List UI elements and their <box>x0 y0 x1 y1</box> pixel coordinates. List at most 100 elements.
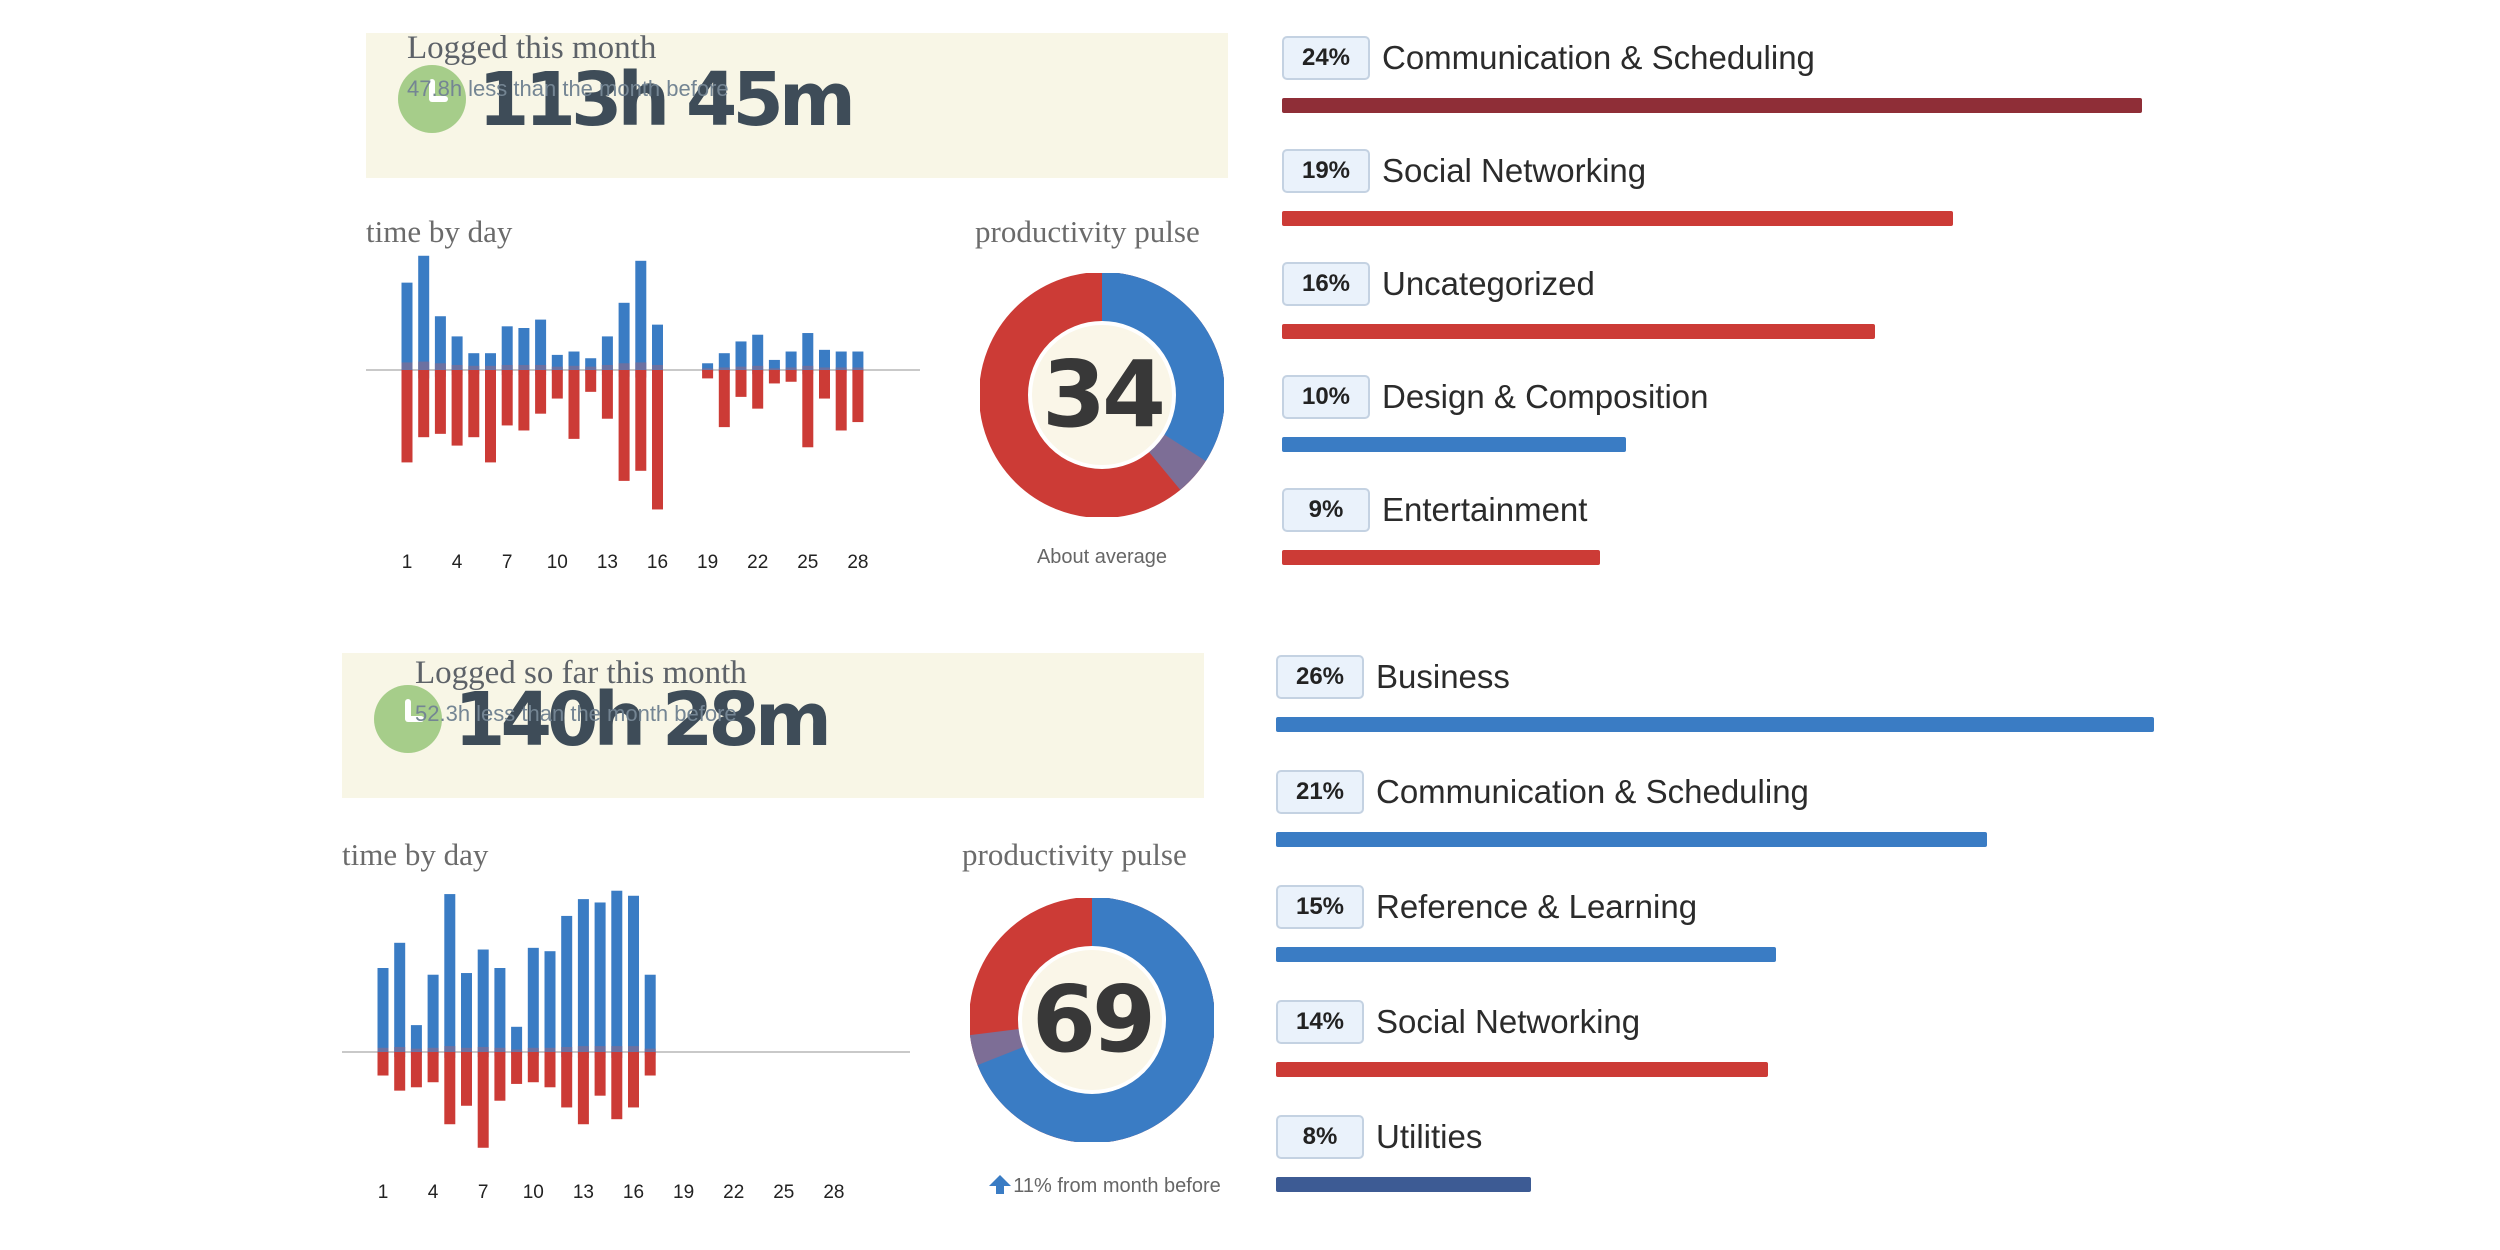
productive-bar[interactable] <box>461 973 472 1052</box>
distracting-bar[interactable] <box>594 1052 606 1096</box>
productive-bar[interactable] <box>735 341 747 370</box>
distracting-bar[interactable] <box>785 370 797 382</box>
productive-bar[interactable] <box>527 947 539 1052</box>
productive-bar[interactable] <box>427 974 439 1052</box>
productivity-pulse-donut[interactable]: 69 <box>970 898 1214 1142</box>
distracting-bar[interactable] <box>418 370 430 438</box>
category-row[interactable]: 19% Social Networking <box>1282 149 2182 249</box>
category-row[interactable]: 15% Reference & Learning <box>1276 885 2176 985</box>
productive-bar[interactable] <box>494 968 506 1052</box>
distracting-bar[interactable] <box>518 370 530 431</box>
distracting-bar[interactable] <box>601 370 613 419</box>
distracting-bar[interactable] <box>702 370 714 379</box>
productive-bar[interactable] <box>434 316 446 370</box>
productive-bar[interactable] <box>611 890 623 1052</box>
productive-bar[interactable] <box>618 302 630 370</box>
distracting-bar[interactable] <box>444 1052 456 1125</box>
productive-bar[interactable] <box>802 333 814 370</box>
category-row[interactable]: 14% Social Networking <box>1276 1000 2176 1100</box>
productivity-pulse-donut[interactable]: 34 <box>980 273 1224 517</box>
distracting-bar[interactable] <box>718 370 730 428</box>
distracting-bar[interactable] <box>628 1052 639 1108</box>
productive-bar[interactable] <box>401 282 413 370</box>
productive-bar[interactable] <box>785 351 797 370</box>
category-row[interactable]: 24% Communication & Scheduling <box>1282 36 2182 136</box>
productive-bar[interactable] <box>394 942 406 1052</box>
productive-bar[interactable] <box>561 915 573 1052</box>
productive-bar[interactable] <box>819 349 830 370</box>
productive-bar[interactable] <box>718 353 730 370</box>
distracting-bar[interactable] <box>611 1052 623 1120</box>
distracting-bar[interactable] <box>802 370 814 448</box>
productive-bar[interactable] <box>511 1026 523 1052</box>
productive-bar[interactable] <box>451 336 463 370</box>
distracting-bar[interactable] <box>835 370 847 431</box>
distracting-bar[interactable] <box>585 370 597 392</box>
distracting-bar[interactable] <box>535 370 547 414</box>
productive-bar[interactable] <box>535 319 547 370</box>
distracting-bar[interactable] <box>852 370 864 423</box>
category-row[interactable]: 8% Utilities <box>1276 1115 2176 1215</box>
distracting-bar[interactable] <box>410 1052 422 1088</box>
distracting-bar[interactable] <box>485 370 496 463</box>
category-row[interactable]: 9% Entertainment <box>1282 488 2182 588</box>
distracting-bar[interactable] <box>461 1052 472 1106</box>
category-row[interactable]: 10% Design & Composition <box>1282 375 2182 475</box>
productive-bar[interactable] <box>477 949 489 1052</box>
productive-bar[interactable] <box>551 354 563 370</box>
productive-bar[interactable] <box>377 968 389 1052</box>
distracting-bar[interactable] <box>652 370 663 510</box>
distracting-bar[interactable] <box>635 370 647 471</box>
distracting-bar[interactable] <box>551 370 563 399</box>
productive-bar[interactable] <box>418 255 430 370</box>
productive-bar[interactable] <box>594 902 606 1052</box>
productive-bar[interactable] <box>577 899 589 1052</box>
distracting-bar[interactable] <box>544 1052 556 1088</box>
distracting-bar[interactable] <box>451 370 463 446</box>
time-by-day-chart[interactable]: 1 4 7 10 13 16 19 22 25 28 <box>0 0 2500 625</box>
productive-bar[interactable] <box>852 351 864 370</box>
productive-bar[interactable] <box>568 351 580 370</box>
productive-bar[interactable] <box>644 974 656 1052</box>
distracting-bar[interactable] <box>394 1052 406 1091</box>
category-row[interactable]: 26% Business <box>1276 655 2176 755</box>
distracting-bar[interactable] <box>768 370 780 384</box>
distracting-bar[interactable] <box>511 1052 523 1084</box>
productive-bar[interactable] <box>544 951 556 1052</box>
distracting-bar[interactable] <box>434 370 446 434</box>
distracting-bar[interactable] <box>427 1052 439 1083</box>
distracting-bar[interactable] <box>377 1052 389 1076</box>
productive-bar[interactable] <box>702 363 714 370</box>
productive-bar[interactable] <box>410 1025 422 1052</box>
productive-bar[interactable] <box>628 895 639 1052</box>
productive-bar[interactable] <box>652 324 663 370</box>
productive-bar[interactable] <box>835 351 847 370</box>
productive-bar[interactable] <box>768 359 780 370</box>
productive-bar[interactable] <box>601 336 613 370</box>
distracting-bar[interactable] <box>618 370 630 481</box>
distracting-bar[interactable] <box>501 370 513 426</box>
distracting-bar[interactable] <box>735 370 747 397</box>
distracting-bar[interactable] <box>561 1052 573 1108</box>
productive-bar[interactable] <box>752 334 764 370</box>
productive-bar[interactable] <box>485 353 496 370</box>
productive-bar[interactable] <box>468 353 480 370</box>
productive-bar[interactable] <box>501 326 513 370</box>
distracting-bar[interactable] <box>568 370 580 439</box>
category-row[interactable]: 21% Communication & Scheduling <box>1276 770 2176 870</box>
distracting-bar[interactable] <box>577 1052 589 1125</box>
distracting-bar[interactable] <box>527 1052 539 1083</box>
distracting-bar[interactable] <box>468 370 480 438</box>
distracting-bar[interactable] <box>644 1052 656 1076</box>
productive-bar[interactable] <box>585 358 597 370</box>
distracting-bar[interactable] <box>477 1052 489 1148</box>
productive-bar[interactable] <box>444 894 456 1052</box>
productive-bar[interactable] <box>518 328 530 370</box>
productive-bar[interactable] <box>635 260 647 370</box>
category-row[interactable]: 16% Uncategorized <box>1282 262 2182 362</box>
time-by-day-chart[interactable]: 1 4 7 10 13 16 19 22 25 28 <box>0 625 2500 1250</box>
distracting-bar[interactable] <box>494 1052 506 1101</box>
distracting-bar[interactable] <box>819 370 830 399</box>
distracting-bar[interactable] <box>752 370 764 409</box>
distracting-bar[interactable] <box>401 370 413 463</box>
